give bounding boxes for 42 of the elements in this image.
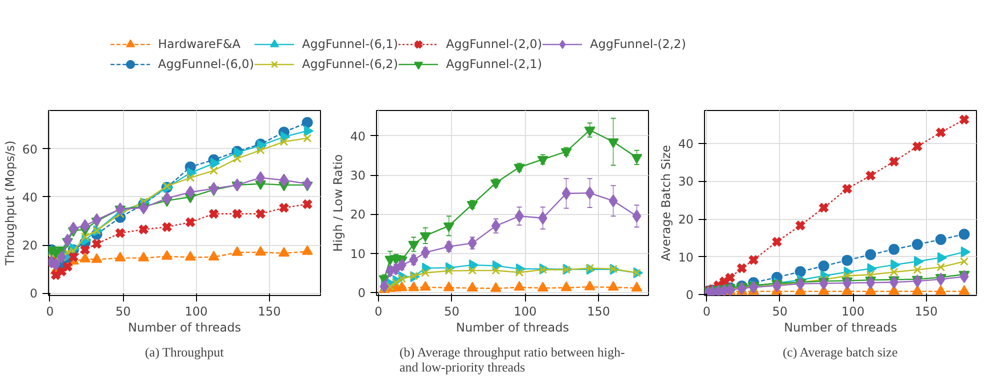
y-tick-label: 0 (358, 286, 366, 300)
y-tick-label: 40 (22, 190, 38, 204)
x-tick-label: 0 (374, 304, 382, 318)
y-tick-label: 10 (678, 250, 694, 264)
y-tick-label: 10 (350, 246, 366, 261)
legend-label: AggFunnel-(6,1) (302, 37, 398, 51)
legend-label: AggFunnel-(2,2) (590, 37, 686, 51)
y-tick-label: 30 (678, 174, 694, 189)
x-axis-title: Number of threads (456, 320, 570, 334)
x-tick-label: 0 (702, 304, 711, 318)
x-tick-label: 100 (184, 304, 208, 318)
x-axis-title: Number of threads (128, 320, 242, 334)
x-tick-label: 100 (514, 304, 537, 318)
legend-label: AggFunnel-(6,2) (302, 57, 398, 71)
y-tick-label: 20 (350, 208, 366, 222)
legend-label: AggFunnel-(6,0) (158, 57, 254, 71)
x-tick-label: 100 (842, 304, 864, 318)
legend-label: HardwareF&A (158, 37, 240, 51)
text: (a) Throughput (144, 344, 224, 360)
x-tick-label: 150 (587, 304, 610, 318)
x-axis-title: Number of threads (784, 320, 898, 334)
legend-label: AggFunnel-(2,1) (446, 57, 542, 71)
y-tick-label: 0 (686, 288, 694, 302)
y-tick-label: 40 (350, 129, 366, 144)
x-tick-label: 150 (258, 304, 281, 318)
y-axis-title: High / Low Ratio (331, 154, 346, 252)
y-axis-title: Average Batch Size (659, 144, 674, 262)
y-tick-label: 20 (22, 238, 38, 253)
y-tick-label: 60 (22, 142, 38, 156)
y-axis-title: Throughput (Mops/s) (3, 140, 18, 266)
x-tick-label: 50 (444, 304, 460, 318)
x-tick-label: 50 (115, 304, 131, 318)
legend-label: AggFunnel-(2,0) (446, 37, 542, 51)
text: (c) Average batch size (782, 344, 898, 360)
text: (b) Average throughput ratio between high- and low-priority threads (399, 344, 625, 374)
x-tick-label: 0 (46, 304, 54, 318)
y-tick-label: 20 (678, 212, 694, 227)
y-tick-label: 30 (350, 168, 366, 183)
x-tick-label: 50 (772, 304, 788, 318)
x-tick-label: 150 (914, 304, 938, 318)
y-tick-label: 40 (678, 136, 694, 151)
y-tick-label: 0 (30, 286, 38, 301)
